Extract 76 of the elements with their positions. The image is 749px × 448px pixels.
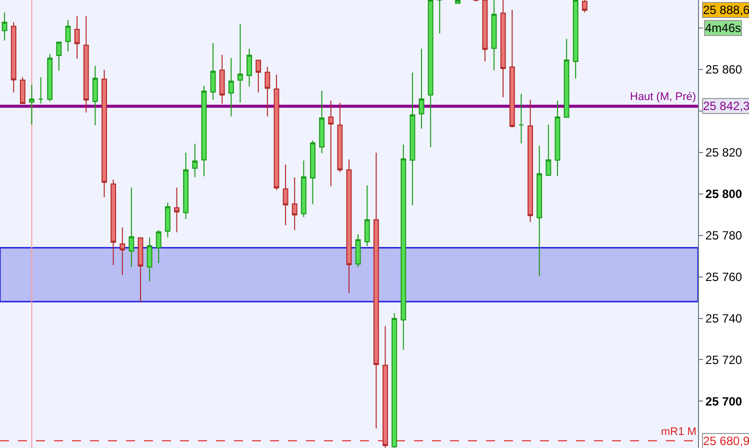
- candlestick: [228, 57, 234, 117]
- candlestick: [292, 177, 298, 231]
- y-tick-label: 25 760: [705, 270, 742, 284]
- candlestick: [546, 124, 552, 177]
- candlestick: [138, 237, 144, 302]
- candlestick: [418, 48, 424, 130]
- candlestick: [174, 187, 180, 233]
- candlestick: [382, 326, 388, 448]
- candlestick: [355, 234, 361, 268]
- candlestick: [274, 74, 280, 191]
- candlestick: [410, 72, 416, 206]
- candlestick: [164, 202, 170, 238]
- candlestick: [10, 22, 16, 93]
- candlestick: [65, 20, 71, 52]
- candlestick: [128, 187, 134, 268]
- candlestick: [400, 144, 406, 350]
- candlestick: [47, 54, 53, 102]
- candlestick: [582, 0, 588, 14]
- candlestick: [183, 152, 189, 220]
- candlestick: [346, 158, 352, 294]
- candlestick: [38, 76, 44, 104]
- candlestick: [500, 0, 506, 98]
- candlestick: [110, 179, 116, 266]
- candlestick: [319, 90, 325, 154]
- candlestick: [392, 312, 398, 448]
- candlestick: [373, 152, 379, 430]
- candlestick: [238, 23, 243, 103]
- candlestick: [56, 42, 62, 72]
- candlestick: [564, 38, 570, 118]
- candlestick: [29, 84, 34, 126]
- candlestick: [455, 0, 460, 4]
- candlestick: [572, 0, 578, 79]
- candlestick: [364, 184, 370, 247]
- candlestick: [300, 160, 306, 218]
- candlestick: [518, 93, 524, 144]
- candlestick: [102, 69, 107, 198]
- candlestick: [428, 0, 434, 148]
- candlestick: [219, 54, 225, 104]
- candlestick: [146, 236, 152, 282]
- candlestick: [83, 16, 89, 113]
- candlestick: [74, 16, 80, 60]
- candlestick: [282, 164, 288, 226]
- candlestick: [436, 0, 442, 34]
- y-tick-label: 25 720: [705, 352, 742, 367]
- candlestick: [310, 140, 316, 205]
- candlestick: [528, 99, 534, 223]
- candlestick: [20, 76, 26, 104]
- text: 25 680,9: [703, 434, 749, 448]
- candlestick: [337, 102, 343, 173]
- candlestick: [210, 42, 216, 100]
- candlestick: [120, 226, 126, 276]
- candlestick: [246, 48, 252, 88]
- candlestick: [201, 85, 207, 177]
- y-tick-label: 25 860: [705, 62, 742, 77]
- candlestick: [491, 0, 497, 71]
- ref-line-label: Haut (M, Pré): [630, 91, 696, 103]
- candlestick: [192, 143, 198, 178]
- candlestick: [264, 66, 270, 117]
- y-tick-label: 25 740: [705, 311, 742, 326]
- y-tick-label: 25 800: [705, 187, 742, 202]
- candlestick: [156, 230, 162, 264]
- text: 4m46s: [705, 21, 742, 35]
- y-tick-label: 25 780: [705, 228, 742, 243]
- candlestick: [482, 0, 488, 62]
- y-tick-label: 25 820: [705, 146, 742, 160]
- candlestick: [536, 145, 542, 276]
- y-tick-label: 25 700: [705, 394, 742, 408]
- candlestick: [92, 65, 98, 126]
- text: 25 888,6: [703, 3, 749, 17]
- ref-line-label: mR1 M: [661, 426, 696, 438]
- candlestick: [554, 100, 560, 177]
- candlestick: [328, 100, 334, 187]
- candlestick: [2, 12, 8, 42]
- candlestick: [509, 9, 515, 128]
- text: 25 842,3: [703, 99, 749, 113]
- candlestick: [256, 60, 262, 93]
